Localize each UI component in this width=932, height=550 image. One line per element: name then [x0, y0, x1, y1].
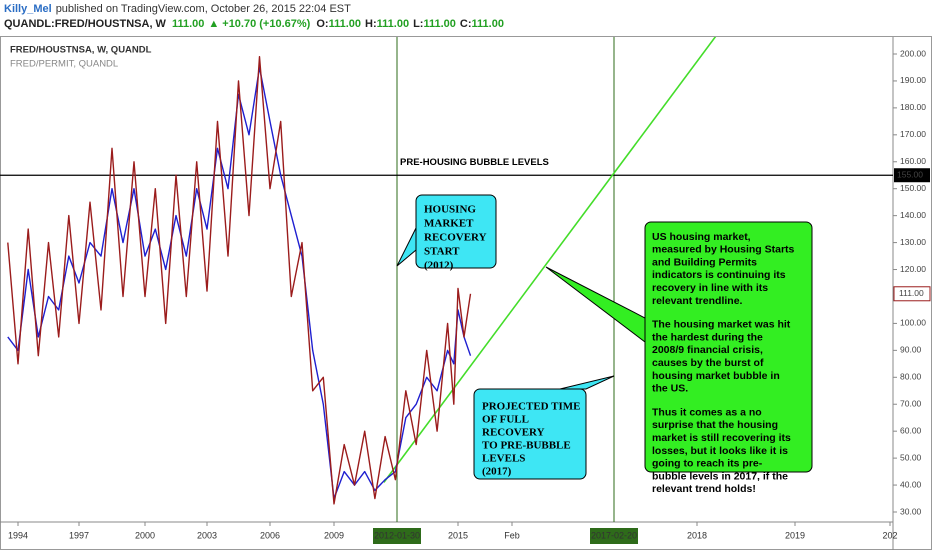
level-label: PRE-HOUSING BUBBLE LEVELS — [400, 157, 549, 168]
note-text: measured by Housing Starts — [652, 244, 795, 256]
author[interactable]: Killy_Mel — [4, 3, 52, 15]
ohlc-value: 111.00 — [472, 18, 504, 30]
y-tick-label: 150.00 — [900, 183, 926, 193]
y-tick-label: 120.00 — [900, 264, 926, 274]
y-tick-label: 80.00 — [900, 372, 922, 382]
note-text: the US. — [652, 383, 688, 395]
callout-text: OF FULL — [482, 414, 529, 426]
callout-box — [473, 388, 587, 480]
symbol-line: QUANDL:FRED/HOUSTNSA, W 111.00 ▲ +10.70 (+1… — [4, 18, 504, 30]
x-tick-label: 2003 — [197, 530, 217, 540]
x-tick-label: 2006 — [260, 530, 280, 540]
note-text: Thus it comes as a no — [652, 406, 762, 418]
callout-text: (2012) — [424, 260, 454, 272]
change: +10.70 (+10.67%) — [222, 18, 310, 30]
note-text: indicators is continuing its — [652, 269, 786, 281]
ohlc-value: 111.00 — [423, 18, 455, 30]
series-line — [7, 56, 472, 505]
ohlc-value: 111.00 — [329, 18, 361, 30]
series-line — [7, 66, 472, 500]
y-tick-label: 60.00 — [900, 425, 922, 435]
y-tick-label: 100.00 — [900, 318, 926, 328]
ohlc-label: L: — [413, 18, 423, 30]
y-tick-label: 90.00 — [900, 345, 922, 355]
y-tick-label: 160.00 — [900, 156, 926, 166]
note-text: going to reach its pre- — [652, 458, 763, 470]
level-badge-bg — [894, 168, 930, 183]
price-badge: 111.00 — [899, 288, 924, 298]
note-text: and Building Permits — [652, 256, 757, 268]
y-tick-label: 180.00 — [900, 102, 926, 112]
ohlc-value: 111.00 — [377, 18, 409, 30]
y-tick-label: 200.00 — [900, 48, 926, 58]
vline-label: 2017-02-20 — [591, 530, 637, 540]
y-tick-label: 170.00 — [900, 129, 926, 139]
note-text: 2008/9 financial crisis, — [652, 344, 763, 356]
vline-label-bg — [590, 528, 638, 544]
note-text: US housing market, — [652, 231, 751, 243]
y-tick-label: 130.00 — [900, 237, 926, 247]
x-tick-label: 202 — [882, 530, 897, 540]
x-tick-label: 1994 — [8, 530, 28, 540]
legend-entry: FRED/HOUSTNSA, W, QUANDL — [10, 45, 152, 56]
callout-text: MARKET — [424, 218, 474, 230]
callout-text: RECOVERY — [424, 232, 487, 244]
note-box — [644, 221, 813, 473]
note-text: housing market bubble in — [652, 370, 780, 382]
vline-label-bg — [373, 528, 421, 544]
note-text: surprise that the housing — [652, 419, 778, 431]
published: published on TradingView.com, October 26… — [56, 3, 351, 15]
callout-text: HOUSING — [424, 204, 476, 216]
callout-text: (2017) — [482, 466, 512, 478]
note-text: causes by the burst of — [652, 357, 764, 369]
level-badge: 155.00 — [897, 169, 923, 179]
last: 111.00 — [172, 18, 204, 30]
x-tick-label: 2000 — [135, 530, 155, 540]
arrow: ▲ — [208, 18, 219, 30]
x-tick-label: 2018 — [687, 530, 707, 540]
note-text: relevant trendline. — [652, 295, 743, 307]
note-text: losses, but it looks like it is — [652, 445, 788, 457]
callout-box — [415, 194, 497, 269]
note-text: market is still recovering its — [652, 432, 791, 444]
ohlc-label: O: — [316, 18, 328, 30]
vline-label: 2012-01-30 — [374, 530, 420, 540]
symbol: QUANDL:FRED/HOUSTNSA, W — [4, 18, 167, 30]
note-text: relevant trend holds! — [652, 483, 756, 495]
callout-text: TO PRE-BUBBLE — [482, 440, 571, 452]
y-tick-label: 30.00 — [900, 506, 922, 516]
ohlc: O:111.00 H:111.00 L:111.00 C:111.00 — [316, 18, 504, 30]
ohlc-label: C: — [460, 18, 472, 30]
header-line: Killy_Mel published on TradingView.com, O… — [4, 3, 351, 15]
callout-text: LEVELS — [482, 453, 525, 465]
y-tick-label: 140.00 — [900, 210, 926, 220]
x-tick-label: 1997 — [69, 530, 89, 540]
y-tick-label: 70.00 — [900, 398, 922, 408]
legend-entry: FRED/PERMIT, QUANDL — [10, 59, 118, 70]
y-tick-label: 190.00 — [900, 75, 926, 85]
x-tick-label: 2019 — [785, 530, 805, 540]
y-tick-label: 50.00 — [900, 452, 922, 462]
callout-text: PROJECTED TIME — [482, 401, 581, 413]
x-tick-label: Feb — [504, 530, 520, 540]
note-text: The housing market was hit — [652, 319, 791, 331]
y-tick-label: 40.00 — [900, 479, 922, 489]
callout-text: RECOVERY — [482, 427, 545, 439]
ohlc-label: H: — [365, 18, 377, 30]
price-badge-bg — [893, 286, 931, 302]
callout-text: START — [424, 246, 460, 258]
x-tick-label: 2015 — [448, 530, 468, 540]
note-text: bubble levels in 2017, if the — [652, 470, 788, 482]
x-tick-label: 2009 — [324, 530, 344, 540]
note-text: recovery in line with its — [652, 282, 768, 294]
note-text: the hardest during the — [652, 331, 763, 343]
